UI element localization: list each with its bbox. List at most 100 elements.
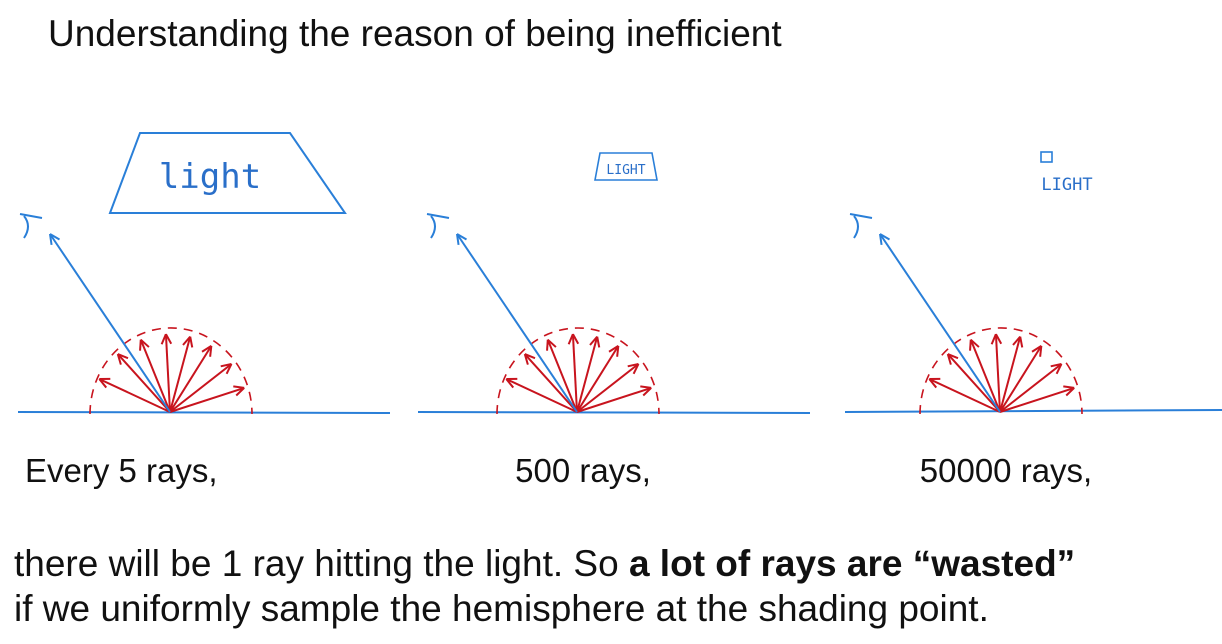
ray	[994, 334, 1001, 413]
light-shape	[108, 132, 347, 214]
ray-head	[995, 333, 1003, 345]
ray-head	[182, 336, 191, 346]
ray-head	[117, 353, 129, 360]
light-shape	[594, 152, 658, 181]
view-ray	[456, 233, 578, 413]
conclusion-line-1: there will be 1 ray hitting the light. S…	[14, 543, 1075, 584]
caption: 50000 rays,	[920, 452, 1092, 489]
view-ray-head	[49, 233, 61, 241]
ray	[169, 345, 213, 413]
conclusion-line-2: if we uniformly sample the hemisphere at…	[14, 588, 989, 629]
ray-head	[616, 345, 620, 357]
ray-head	[547, 338, 557, 348]
ray	[969, 339, 1001, 413]
ray	[576, 336, 599, 413]
ray	[571, 334, 578, 413]
ray-head	[524, 353, 536, 360]
caption: 500 rays,	[515, 452, 651, 489]
panel: LIGHT 50000 rays,	[844, 151, 1222, 489]
ray-head	[608, 345, 619, 353]
ray-head	[627, 363, 639, 368]
ray-head	[640, 385, 652, 389]
ray	[576, 345, 620, 413]
panel: LIGHT 500 rays,	[417, 152, 811, 489]
ray	[947, 353, 1001, 413]
light-label: LIGHT	[606, 163, 645, 178]
ray-head	[642, 387, 652, 397]
conclusion-bold: a lot of rays are “wasted”	[629, 543, 1075, 584]
ray-head	[928, 378, 938, 389]
ray	[169, 386, 245, 413]
ray-head	[116, 353, 122, 365]
ray	[117, 353, 171, 413]
ray	[576, 363, 640, 413]
view-ray	[879, 233, 1001, 413]
hemisphere	[919, 327, 1083, 415]
ray-head	[567, 333, 574, 345]
eye	[849, 213, 873, 239]
title: Understanding the reason of being ineffi…	[48, 13, 782, 54]
hemisphere	[496, 327, 660, 415]
ray-head	[220, 363, 232, 368]
ray-head	[225, 363, 233, 375]
ray-head	[235, 387, 245, 397]
view-ray-head	[456, 233, 460, 246]
ray-head	[970, 338, 980, 348]
ground	[17, 411, 391, 414]
ray-head	[139, 339, 142, 351]
ray-head	[1050, 363, 1062, 368]
ray-head	[233, 385, 245, 389]
ray-head	[1012, 336, 1021, 346]
view-ray-head	[49, 233, 53, 246]
light-shape	[1040, 151, 1053, 163]
ray-head	[98, 378, 108, 389]
ray-head	[140, 338, 150, 348]
ray-head	[1039, 345, 1043, 357]
ray-head	[546, 339, 549, 351]
hemisphere	[89, 327, 253, 415]
ray-head	[189, 336, 194, 348]
ray-head	[523, 353, 529, 365]
ray-head	[947, 353, 959, 360]
ray	[546, 339, 578, 413]
ray	[999, 336, 1022, 413]
ray-head	[1031, 345, 1042, 353]
ray-head	[209, 345, 213, 357]
ray	[999, 345, 1043, 413]
ray	[505, 378, 578, 413]
ray-head	[160, 333, 167, 345]
ray	[928, 378, 1001, 413]
eye	[19, 213, 43, 239]
eye	[426, 213, 450, 239]
light-label: LIGHT	[1041, 175, 1092, 195]
caption: Every 5 rays,	[25, 452, 218, 489]
panel: light Every 5 rays,	[17, 132, 391, 489]
view-ray-head	[879, 233, 891, 241]
ray	[98, 378, 171, 413]
view-ray	[49, 233, 171, 413]
ground	[417, 411, 811, 414]
ray-head	[572, 333, 580, 345]
ray-head	[505, 378, 515, 389]
ray-head	[1019, 336, 1024, 348]
ray-head	[1063, 385, 1075, 389]
ray-head	[969, 339, 972, 351]
ray	[164, 334, 171, 413]
ray	[169, 363, 233, 413]
ray-head	[1065, 387, 1075, 397]
ray-head	[596, 336, 601, 348]
ray-head	[589, 336, 598, 346]
ray-head	[632, 363, 640, 375]
ray	[169, 336, 192, 413]
conclusion-plain: there will be 1 ray hitting the light. S…	[14, 543, 629, 584]
ground	[844, 409, 1222, 413]
view-ray-head	[456, 233, 468, 241]
ray-head	[990, 333, 997, 345]
ray	[139, 339, 171, 413]
ray-head	[946, 353, 952, 365]
ray-head	[165, 333, 173, 345]
ray	[576, 386, 652, 413]
diagrams: light Every 5 rays, LIGHT 500 rays, LIGHT 500…	[17, 132, 1222, 489]
ray	[524, 353, 578, 413]
